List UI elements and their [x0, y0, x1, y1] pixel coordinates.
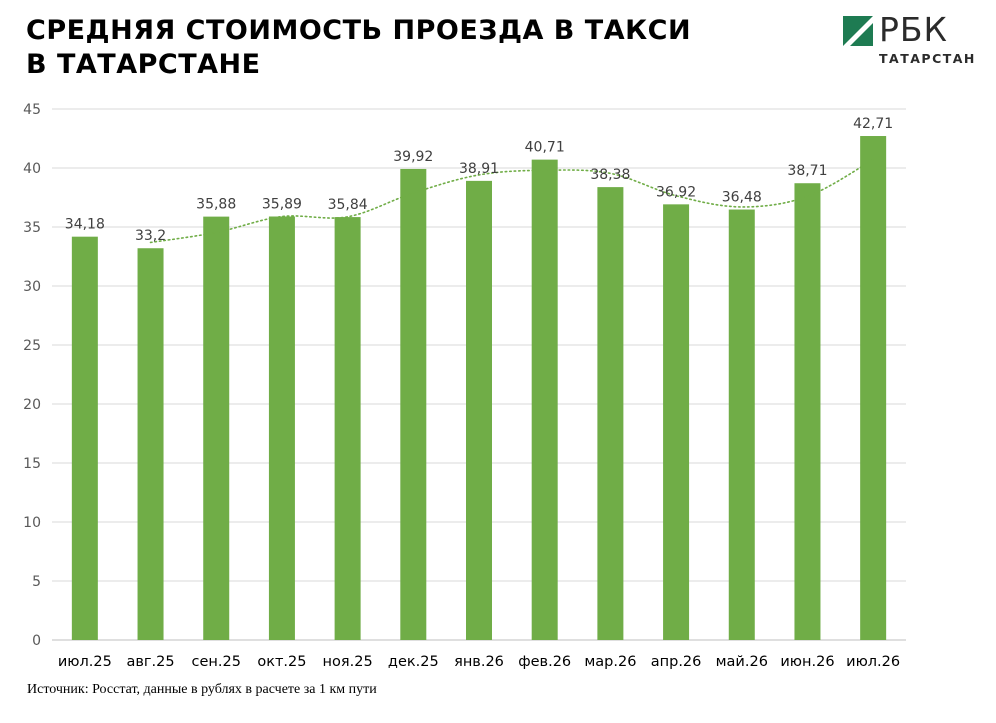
data-label: 35,88 [196, 197, 236, 213]
x-tick-label: ноя.25 [323, 654, 373, 670]
bar [268, 216, 295, 641]
y-tick-label: 10 [23, 515, 41, 531]
bar [71, 236, 98, 640]
source-note: Источник: Росстат, данные в рублях в рас… [27, 682, 377, 697]
y-tick-label: 35 [23, 220, 41, 236]
chart-title-line2: В ТАТАРСТАНЕ [26, 49, 261, 80]
bar [203, 216, 230, 640]
x-tick-label: дек.25 [388, 654, 439, 670]
y-tick-label: 40 [23, 161, 41, 177]
data-label: 36,48 [722, 190, 762, 206]
data-labels: 34,18 33,2 35,88 35,89 35,84 39,92 38,91 40,71 3… [65, 116, 893, 244]
x-tick-label: фев.26 [518, 654, 571, 670]
x-tick-label: сен.25 [192, 654, 241, 670]
y-tick-label: 45 [23, 102, 41, 118]
data-label: 39,92 [393, 149, 433, 165]
rbc-logo-mark-icon [843, 16, 873, 46]
x-tick-label: апр.26 [651, 654, 702, 670]
logo-region: ТАТАРСТАН [879, 51, 976, 66]
bar [137, 248, 164, 641]
y-tick-label: 15 [23, 456, 41, 472]
bar [728, 209, 755, 640]
bar [794, 183, 821, 641]
bar [531, 159, 558, 640]
data-label: 38,91 [459, 161, 499, 177]
x-axis: июл.25 авг.25 сен.25 окт.25 ноя.25 дек.25 янв.… [58, 654, 900, 670]
data-label: 42,71 [853, 116, 893, 132]
trendline [149, 158, 874, 244]
logo-name: РБК [879, 10, 948, 49]
bar [400, 168, 427, 640]
data-label: 40,71 [525, 140, 565, 156]
bars [71, 136, 887, 641]
x-tick-label: июл.26 [846, 654, 900, 670]
data-label: 36,92 [656, 184, 696, 200]
chart-title-line1: СРЕДНЯЯ СТОИМОСТЬ ПРОЕЗДА В ТАКСИ [26, 15, 692, 46]
data-label: 33,2 [135, 228, 166, 244]
data-label: 35,89 [262, 196, 302, 212]
x-tick-label: июн.26 [780, 654, 834, 670]
rbc-logo: РБК ТАТАРСТАН [843, 10, 978, 74]
y-tick-label: 30 [23, 279, 41, 295]
trendline-layer [149, 158, 874, 244]
bar [597, 187, 624, 640]
x-tick-label: авг.25 [126, 654, 174, 670]
y-axis: 0 5 10 15 20 25 30 35 40 45 [23, 102, 41, 649]
bar [334, 217, 361, 640]
y-tick-label: 20 [23, 397, 41, 413]
x-tick-label: июл.25 [58, 654, 112, 670]
x-tick-label: май.26 [716, 654, 768, 670]
x-tick-label: янв.26 [454, 654, 504, 670]
data-label: 38,38 [590, 167, 630, 183]
bar [860, 136, 887, 640]
chart-title: СРЕДНЯЯ СТОИМОСТЬ ПРОЕЗДА В ТАКСИ В ТАТА… [26, 14, 786, 82]
data-label: 34,18 [65, 217, 105, 233]
bar [466, 180, 492, 640]
y-tick-label: 0 [32, 633, 41, 649]
y-tick-label: 5 [32, 574, 41, 590]
x-tick-label: окт.25 [257, 654, 306, 670]
bar [663, 204, 690, 640]
y-tick-label: 25 [23, 338, 41, 354]
data-label: 35,84 [328, 197, 368, 213]
x-tick-label: мар.26 [584, 654, 636, 670]
data-label: 38,71 [787, 163, 827, 179]
logo-mark-stripe [843, 16, 873, 46]
